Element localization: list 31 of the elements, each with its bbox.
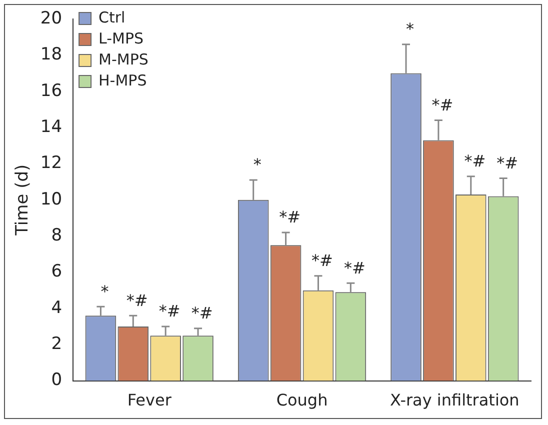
y-tick-label: 0	[51, 370, 62, 390]
legend-label: H-MPS	[98, 71, 147, 90]
y-tick-label: 20	[40, 8, 62, 28]
x-tick-label: X-ray infiltration	[390, 390, 520, 410]
annotation: *	[100, 282, 109, 301]
annotation: *#	[496, 153, 518, 172]
legend-label: Ctrl	[98, 8, 126, 26]
y-tick-label: 4	[51, 298, 62, 318]
y-tick-label: 12	[40, 153, 62, 174]
x-tick-label: Cough	[276, 390, 328, 410]
annotation: *#	[344, 258, 366, 278]
annotation: *	[253, 155, 262, 174]
annotation: *#	[158, 302, 180, 321]
y-tick-label: 18	[40, 44, 62, 65]
annotation: *#	[191, 303, 213, 322]
annotation: *#	[279, 208, 300, 227]
annotation: *#	[126, 290, 148, 310]
annotation: *#	[464, 152, 486, 171]
y-tick-label: 6	[51, 262, 62, 282]
legend-label: M-MPS	[98, 50, 148, 68]
y-tick-label: 16	[40, 80, 62, 101]
annotation: *#	[312, 251, 333, 270]
y-tick-label: 8	[51, 226, 62, 246]
annotation: *	[406, 19, 414, 38]
y-tick-label: 2	[51, 334, 62, 354]
y-tick-label: 10	[40, 189, 62, 210]
y-tick-label: 14	[40, 116, 62, 137]
annotation: *#	[432, 95, 454, 114]
x-tick-label: Fever	[127, 390, 172, 410]
y-axis-title: Time (d)	[12, 164, 33, 236]
legend-label: L-MPS	[98, 29, 144, 48]
